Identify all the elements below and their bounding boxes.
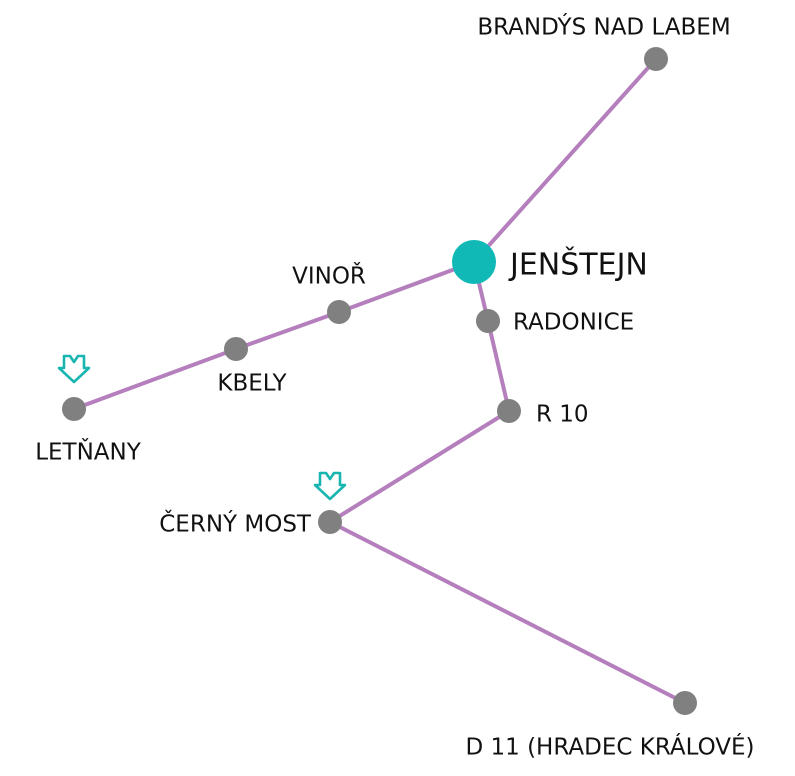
stop — [476, 309, 500, 333]
stop — [644, 47, 668, 71]
stop — [224, 337, 248, 361]
stop — [673, 691, 697, 715]
stop — [62, 397, 86, 421]
stop-label: VINOŘ — [292, 262, 366, 290]
stop — [497, 399, 521, 423]
stop-label: RADONICE — [513, 310, 634, 336]
stop — [327, 300, 351, 324]
stop-label: D 11 (HRADEC KRÁLOVÉ) — [465, 733, 754, 761]
route-segment — [72, 260, 476, 411]
main-stop — [452, 240, 496, 284]
stop-label: ČERNÝ MOST — [159, 510, 312, 538]
stop-label: LETŇANY — [35, 438, 142, 466]
stop — [318, 510, 342, 534]
stop-label: JENŠTEJN — [508, 246, 648, 283]
stop-label: KBELY — [217, 371, 287, 397]
metro-icon — [57, 354, 91, 384]
metro-icon — [313, 471, 347, 501]
route-segment — [472, 57, 658, 264]
stop-label: R 10 — [536, 402, 589, 428]
stop-label: BRANDÝS NAD LABEM — [477, 13, 730, 41]
